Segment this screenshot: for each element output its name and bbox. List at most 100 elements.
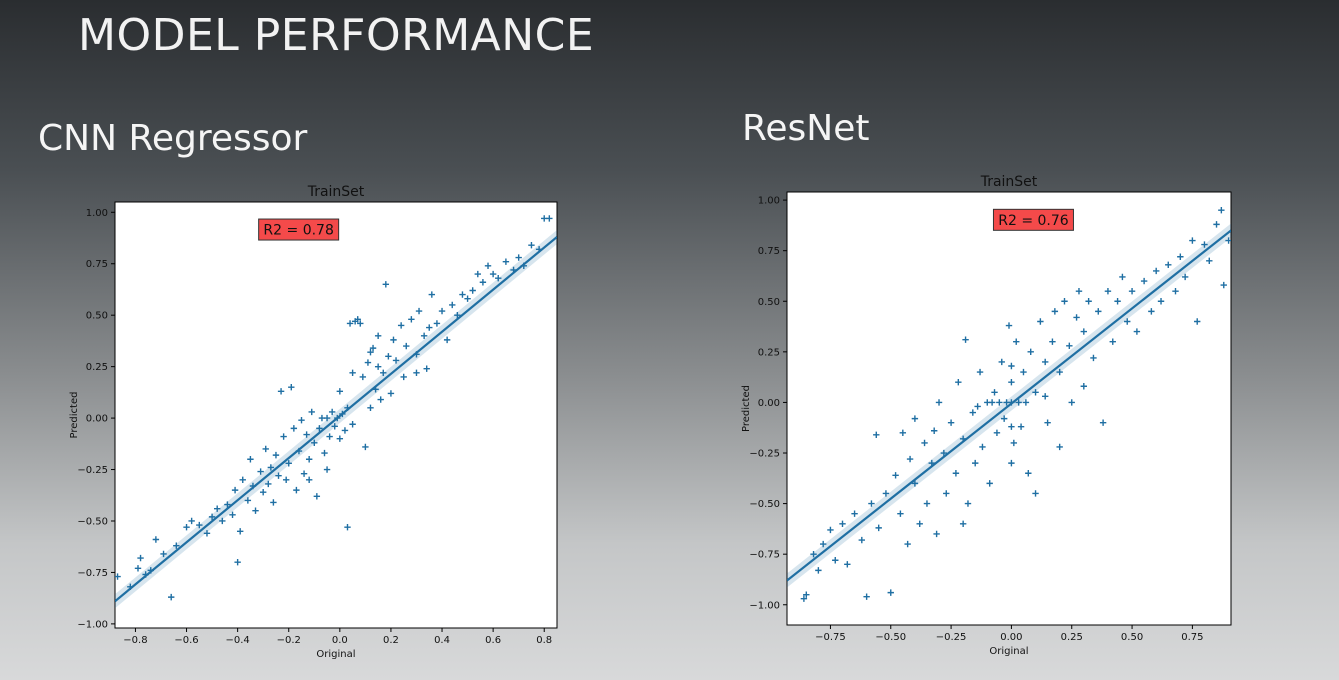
data-point — [367, 349, 374, 356]
data-point — [800, 595, 808, 602]
data-point — [897, 510, 904, 517]
data-point — [259, 488, 267, 496]
x-tick-label: 0.75 — [1181, 632, 1203, 643]
data-point — [863, 593, 870, 600]
data-point — [290, 425, 298, 432]
data-point — [515, 254, 522, 261]
data-point — [300, 470, 308, 477]
data-point — [998, 358, 1005, 366]
data-point — [374, 363, 382, 370]
x-axis-label: Original — [316, 649, 355, 660]
data-point — [1051, 308, 1059, 315]
data-point — [923, 500, 931, 507]
x-tick-label: −0.75 — [815, 632, 846, 643]
data-point — [285, 460, 292, 467]
data-point — [1015, 399, 1022, 406]
data-point — [940, 449, 948, 457]
x-tick-label: −0.4 — [225, 635, 249, 646]
data-point — [423, 365, 430, 372]
data-point — [316, 425, 323, 432]
data-point — [976, 368, 984, 376]
data-point — [996, 399, 1003, 406]
data-point — [1128, 287, 1136, 295]
data-point — [528, 242, 535, 249]
x-tick-label: −0.25 — [936, 632, 967, 643]
data-point — [1206, 257, 1213, 264]
data-point — [1049, 338, 1056, 345]
data-point — [231, 486, 239, 494]
data-point — [1032, 490, 1039, 497]
cnn-regressor-chart: TrainSet −0.8 −0.6 −0.4 −0.2 0.0 0.2 0.4 0.6 0.8 −… — [69, 184, 558, 660]
data-point — [899, 429, 907, 436]
data-point — [321, 449, 328, 457]
data-point — [323, 466, 331, 473]
data-point — [1114, 298, 1121, 305]
data-point — [1148, 308, 1155, 315]
data-point — [413, 369, 420, 377]
data-point — [1008, 362, 1015, 370]
data-point — [1032, 389, 1039, 396]
data-point — [298, 416, 305, 424]
chart-title: TrainSet — [307, 184, 365, 200]
data-point — [234, 558, 241, 566]
data-point — [1041, 393, 1049, 400]
data-point — [305, 456, 313, 463]
data-point — [1133, 328, 1141, 335]
data-point — [810, 550, 817, 558]
data-point — [270, 499, 277, 506]
data-point — [489, 270, 497, 278]
data-point — [887, 589, 894, 596]
y-tick-label: 0.75 — [758, 246, 780, 257]
data-point — [1104, 287, 1112, 295]
data-point — [1008, 378, 1015, 386]
data-point — [1008, 459, 1015, 467]
x-tick-label: 0.8 — [536, 635, 552, 646]
data-point — [1041, 358, 1049, 366]
y-tick-label: −0.50 — [77, 516, 108, 527]
data-point — [1095, 308, 1102, 315]
resnet-label: ResNet — [742, 108, 870, 149]
data-point — [420, 332, 428, 339]
data-point — [354, 316, 361, 323]
data-point — [916, 520, 923, 528]
data-point — [1080, 383, 1088, 390]
cnn-regressor-label: CNN Regressor — [38, 118, 308, 159]
data-point — [955, 378, 962, 386]
y-tick-label: 0.00 — [86, 414, 108, 425]
data-point — [1181, 273, 1189, 281]
y-tick-label: 1.00 — [86, 208, 108, 219]
data-point — [1056, 368, 1063, 376]
data-point — [474, 270, 481, 278]
data-point — [1025, 470, 1032, 477]
data-point — [219, 517, 226, 525]
data-point — [911, 415, 919, 422]
data-point — [1010, 439, 1018, 447]
regression-line — [787, 229, 1231, 582]
data-point — [369, 344, 377, 352]
data-point — [972, 459, 979, 467]
data-point — [267, 464, 275, 471]
plot-area — [786, 191, 1232, 626]
data-point — [1189, 237, 1196, 244]
data-point — [943, 490, 950, 497]
data-point — [449, 301, 456, 309]
data-point — [979, 443, 986, 451]
data-point — [277, 388, 285, 395]
data-point — [827, 526, 834, 534]
data-point — [546, 215, 553, 222]
data-point — [272, 451, 280, 459]
data-point — [1017, 423, 1025, 430]
data-point — [986, 480, 993, 487]
data-point — [208, 513, 216, 521]
data-point — [1027, 348, 1034, 356]
data-point — [839, 520, 846, 528]
data-point — [974, 403, 981, 410]
data-point — [502, 258, 510, 265]
data-point — [1022, 399, 1030, 406]
data-point — [868, 500, 875, 507]
y-tick-label: −1.00 — [77, 619, 108, 630]
y-tick-label: −0.75 — [749, 550, 780, 561]
x-tick-label: 0.25 — [1061, 632, 1083, 643]
data-point — [213, 505, 221, 512]
data-point — [382, 281, 390, 288]
